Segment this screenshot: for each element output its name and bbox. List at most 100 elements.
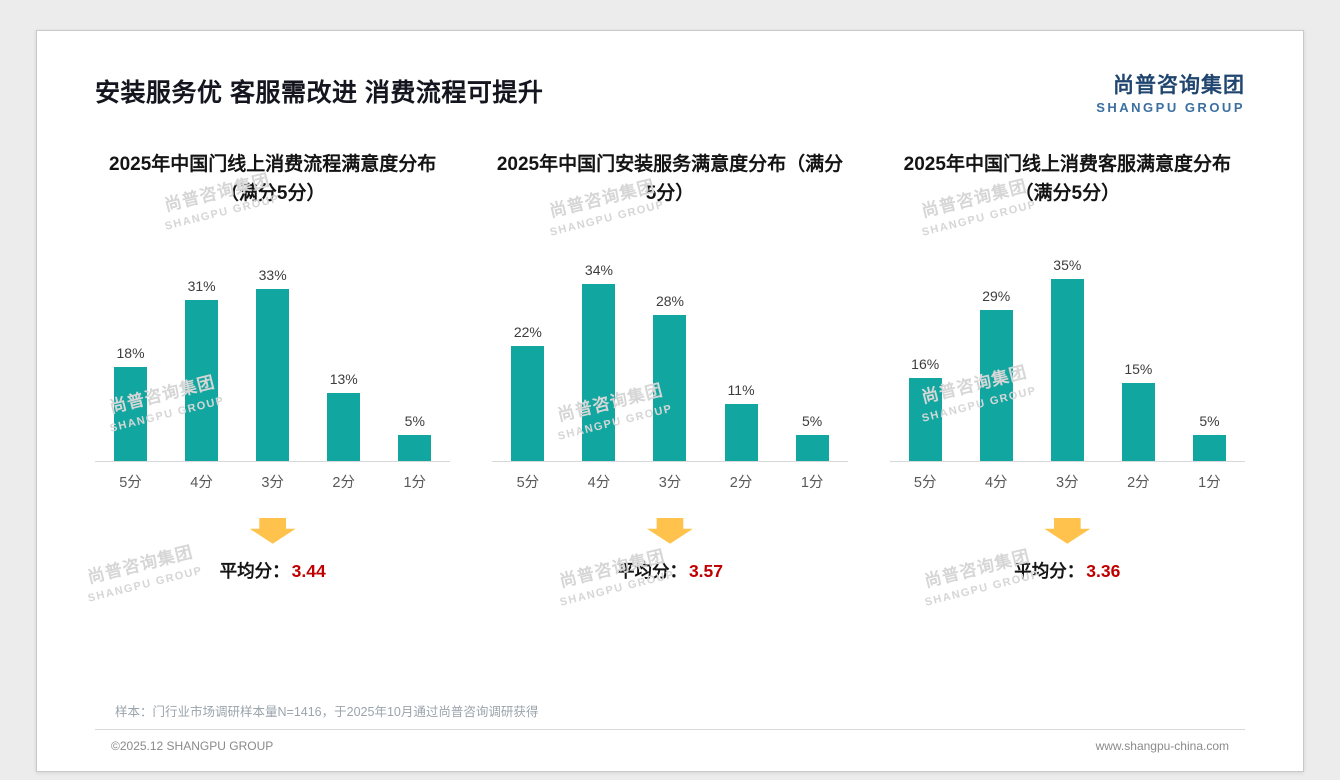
bar-plot: 22% 34% 28% 11% 5% (492, 252, 848, 462)
x-axis-label: 1分 (403, 474, 427, 491)
bar-plot: 16% 29% 35% 15% 5% (889, 252, 1245, 462)
bar-value-label: 33% (258, 267, 287, 284)
bar-value-label: 16% (911, 355, 940, 372)
bar-value-label: 34% (584, 261, 613, 278)
bar (511, 346, 545, 461)
logo-cn-text: 尚普咨询集团 (1113, 74, 1245, 97)
x-axis-label: 3分 (261, 474, 284, 491)
average-score: 平均分： 3.44 (95, 558, 450, 583)
average-value: 3.36 (1086, 560, 1121, 581)
bar-value-label: 28% (655, 293, 684, 310)
bar-column: 16% (890, 356, 961, 461)
bar-plot: 18% 31% 33% 13% 5% (95, 252, 451, 462)
bar-column: 15% (1103, 361, 1174, 461)
average-value: 3.44 (291, 560, 326, 581)
bar-value-label: 29% (982, 287, 1011, 304)
x-axis-label: 5分 (516, 474, 540, 491)
x-axis-label: 3分 (1056, 474, 1079, 491)
bar-column: 13% (308, 371, 379, 461)
bar (185, 299, 219, 461)
arrow-wrap (492, 517, 847, 544)
page-title: 安装服务优 客服需改进 消费流程可提升 (95, 79, 544, 107)
chart-installation-service-satisfaction: 2025年中国门安装服务满意度分布（满分5分） 22% 34% 28% 11% 5% 5… (492, 150, 848, 583)
slide: 尚普咨询集团 SHANGPU GROUP 尚普咨询集团 SHANGPU GROU… (36, 30, 1304, 772)
x-axis-label: 4分 (984, 474, 1008, 491)
bar (1192, 434, 1226, 461)
average-label: 平均分： (616, 560, 687, 581)
footer-row: ©2025.12 SHANGPU GROUP www.shangpu-china… (95, 730, 1245, 759)
charts-row: 2025年中国门线上消费流程满意度分布（满分5分） 18% 31% 33% 13% 5%… (95, 150, 1245, 583)
bar (114, 367, 148, 461)
average-score: 平均分： 3.36 (890, 558, 1245, 583)
bar-value-label: 18% (116, 345, 145, 362)
bar-column: 11% (706, 382, 777, 461)
bar (979, 309, 1013, 461)
footer-divider (95, 729, 1245, 730)
bar (795, 434, 829, 461)
sample-note: 样本：门行业市场调研样本量N=1416，于2025年10月通过尚普咨询调研获得 (115, 705, 539, 719)
bar-column: 29% (961, 288, 1032, 461)
bar-value-label: 5% (801, 412, 823, 429)
down-arrow-icon (1044, 517, 1091, 544)
bar-column: 5% (1174, 413, 1245, 461)
bar-column: 18% (95, 345, 166, 461)
bar (582, 283, 616, 461)
x-axis-label: 3分 (658, 474, 682, 491)
bar (398, 434, 432, 461)
x-axis-label: 2分 (729, 474, 753, 491)
bar-column: 31% (166, 278, 237, 461)
x-axis-label: 1分 (1198, 474, 1221, 491)
chart-online-process-satisfaction: 2025年中国门线上消费流程满意度分布（满分5分） 18% 31% 33% 13% 5%… (95, 150, 451, 583)
average-value: 3.57 (688, 560, 724, 581)
chart-title: 2025年中国门安装服务满意度分布（满分5分） (496, 153, 844, 205)
average-label: 平均分： (1014, 560, 1085, 581)
bar (327, 393, 361, 461)
bar (1050, 278, 1084, 461)
bar (908, 377, 942, 461)
bar (256, 289, 290, 461)
bar-value-label: 13% (329, 371, 358, 388)
company-logo: 尚普咨询集团 SHANGPU GROUP (1096, 73, 1245, 116)
average-score: 平均分： 3.57 (492, 558, 847, 583)
footer: 样本：门行业市场调研样本量N=1416，于2025年10月通过尚普咨询调研获得 … (95, 701, 1245, 759)
x-axis-label: 1分 (800, 474, 824, 491)
x-axis-label: 4分 (190, 474, 213, 491)
x-axis-label: 4分 (587, 474, 611, 491)
bar-column: 35% (1032, 257, 1103, 461)
x-axis-label: 2分 (332, 474, 355, 491)
bar (724, 403, 758, 461)
copyright-text: ©2025.12 SHANGPU GROUP (111, 739, 274, 753)
x-axis-labels: 5分 4分 3分 2分 1分 (492, 462, 847, 492)
bar (1121, 382, 1155, 461)
bar-value-label: 11% (727, 381, 755, 398)
chart-title: 2025年中国门线上消费流程满意度分布（满分5分） (109, 153, 437, 205)
bar-value-label: 5% (1199, 412, 1220, 429)
bar-column: 28% (634, 293, 705, 461)
arrow-wrap (95, 517, 450, 544)
bar-column: 34% (563, 262, 634, 461)
chart-customer-service-satisfaction: 2025年中国门线上消费客服满意度分布（满分5分） 16% 29% 35% 15% 5%… (889, 150, 1245, 583)
bar-column: 5% (777, 413, 848, 461)
bar-value-label: 31% (187, 277, 216, 294)
x-axis-label: 5分 (119, 474, 142, 491)
website-text: www.shangpu-china.com (1095, 739, 1229, 753)
logo-en-text: SHANGPU GROUP (1096, 100, 1245, 116)
arrow-wrap (890, 517, 1245, 544)
x-axis-label: 5分 (913, 474, 937, 491)
bar-value-label: 5% (404, 412, 425, 429)
bar-value-label: 15% (1124, 360, 1153, 377)
bar (653, 315, 687, 461)
bar-column: 5% (379, 413, 450, 461)
header: 安装服务优 客服需改进 消费流程可提升 尚普咨询集团 SHANGPU GROUP (95, 73, 1245, 116)
down-arrow-icon (646, 517, 693, 544)
chart-title: 2025年中国门线上消费客服满意度分布（满分5分） (903, 153, 1231, 205)
average-label: 平均分： (219, 560, 290, 581)
down-arrow-icon (249, 517, 296, 544)
bar-column: 22% (492, 324, 563, 461)
x-axis-labels: 5分 4分 3分 2分 1分 (890, 462, 1245, 492)
bar-value-label: 22% (513, 324, 542, 341)
x-axis-label: 2分 (1127, 474, 1150, 491)
bar-value-label: 35% (1053, 256, 1082, 273)
bar-column: 33% (237, 267, 308, 461)
x-axis-labels: 5分 4分 3分 2分 1分 (95, 462, 450, 492)
